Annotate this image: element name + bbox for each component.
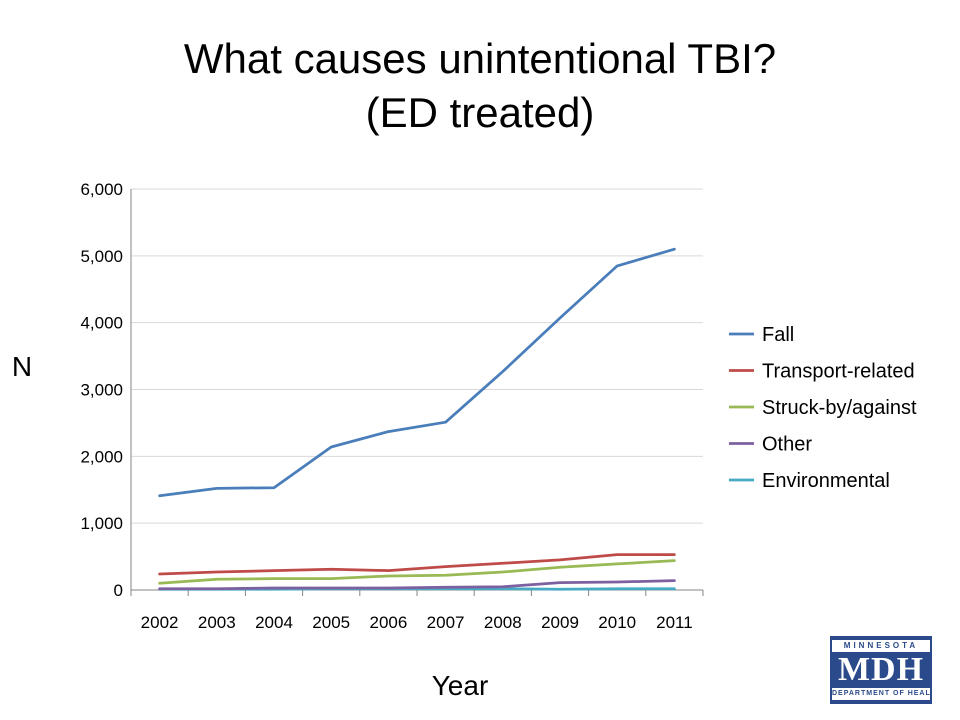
- x-tick-label: 2007: [427, 613, 465, 632]
- x-tick-label: 2004: [255, 613, 293, 632]
- logo-mid-text: MDH: [837, 651, 925, 688]
- y-tick-label: 6,000: [80, 180, 123, 199]
- x-tick-label: 2003: [198, 613, 236, 632]
- y-tick-label: 2,000: [80, 447, 123, 466]
- y-tick-label: 5,000: [80, 247, 123, 266]
- logo-bottom-text: DEPARTMENT OF HEALTH: [832, 688, 930, 700]
- y-tick-label: 3,000: [80, 381, 123, 400]
- x-tick-label: 2002: [141, 613, 179, 632]
- y-tick-label: 4,000: [80, 314, 123, 333]
- x-tick-label: 2011: [656, 613, 693, 632]
- x-axis-label: Year: [432, 670, 489, 701]
- x-tick-label: 2005: [312, 613, 350, 632]
- mdh-logo: MINNESOTA MDH DEPARTMENT OF HEALTH: [830, 636, 932, 704]
- gridlines: [131, 188, 703, 524]
- legend-label: Struck-by/against: [762, 397, 917, 419]
- chart-title: What causes unintentional TBI? (ED treat…: [0, 32, 960, 140]
- x-tick-label: 2006: [369, 613, 407, 632]
- legend-label: Other: [762, 434, 812, 456]
- y-tick-label: 1,000: [80, 514, 123, 533]
- axes: [130, 189, 704, 596]
- x-axis-ticks: 2002 2003 2004 2005 2006 2007 2008 2009 2010 2011: [141, 613, 693, 632]
- series-line-fall: [158, 247, 676, 498]
- series-lines: [158, 247, 676, 591]
- series-line-other: [158, 579, 676, 591]
- y-axis-ticks: 0 1,000 2,000 3,000 4,000 5,000 6,000: [80, 180, 123, 600]
- x-tick-label: 2010: [598, 613, 636, 632]
- x-tick-label: 2008: [484, 613, 522, 632]
- series-line-transport-related: [158, 553, 676, 576]
- legend-label: Fall: [762, 324, 794, 346]
- legend-label: Environmental: [762, 470, 890, 492]
- chart-title-line1: What causes unintentional TBI?: [183, 35, 777, 82]
- x-tick-label: 2009: [541, 613, 579, 632]
- legend: Fall Transport-related Struck-by/against Ot…: [729, 324, 917, 492]
- legend-label: Transport-related: [762, 361, 915, 383]
- logo-top-text: MINNESOTA: [832, 640, 930, 652]
- y-axis-label: N: [12, 351, 32, 382]
- chart-title-line2: (ED treated): [365, 89, 595, 136]
- series-line-struck-by-against: [158, 559, 676, 585]
- y-tick-label: 0: [114, 581, 123, 600]
